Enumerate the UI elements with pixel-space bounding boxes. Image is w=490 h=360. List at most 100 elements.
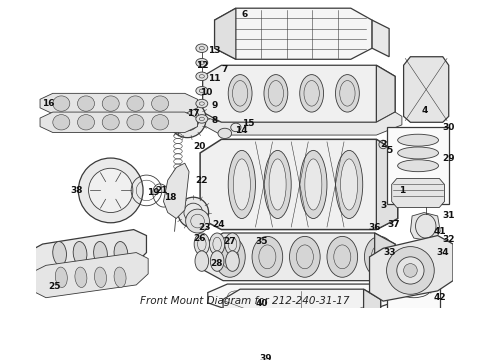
- Text: 13: 13: [208, 46, 221, 55]
- Text: 16: 16: [42, 99, 55, 108]
- Ellipse shape: [252, 237, 283, 277]
- Polygon shape: [411, 212, 440, 240]
- Text: 41: 41: [434, 227, 446, 236]
- Text: 22: 22: [196, 176, 208, 185]
- Polygon shape: [200, 139, 398, 230]
- Text: 30: 30: [442, 123, 455, 132]
- Ellipse shape: [398, 147, 439, 159]
- Bar: [388, 248, 440, 310]
- Ellipse shape: [102, 96, 119, 111]
- Text: 11: 11: [208, 73, 221, 82]
- Ellipse shape: [209, 233, 225, 255]
- Ellipse shape: [196, 114, 208, 123]
- Ellipse shape: [233, 159, 250, 210]
- Ellipse shape: [290, 237, 320, 277]
- Ellipse shape: [151, 96, 169, 111]
- Text: 19: 19: [147, 189, 160, 198]
- Text: 1: 1: [399, 186, 405, 195]
- Ellipse shape: [225, 233, 240, 255]
- Ellipse shape: [186, 209, 209, 233]
- Polygon shape: [40, 112, 197, 132]
- Text: 10: 10: [200, 88, 212, 97]
- Ellipse shape: [102, 114, 119, 130]
- Text: 21: 21: [155, 186, 168, 195]
- Polygon shape: [215, 8, 236, 59]
- Text: 33: 33: [383, 248, 395, 257]
- Text: 36: 36: [368, 222, 381, 231]
- Ellipse shape: [77, 96, 95, 111]
- Text: 15: 15: [243, 119, 255, 128]
- Ellipse shape: [387, 247, 434, 294]
- Polygon shape: [376, 139, 398, 230]
- Ellipse shape: [75, 267, 87, 287]
- Ellipse shape: [336, 75, 359, 112]
- Ellipse shape: [398, 134, 439, 146]
- Ellipse shape: [336, 150, 363, 219]
- Polygon shape: [392, 179, 444, 207]
- Ellipse shape: [215, 237, 245, 277]
- Ellipse shape: [365, 237, 395, 277]
- Polygon shape: [203, 65, 395, 122]
- Ellipse shape: [53, 242, 67, 265]
- Ellipse shape: [196, 86, 208, 95]
- Ellipse shape: [269, 159, 286, 210]
- Text: 17: 17: [187, 109, 199, 118]
- Ellipse shape: [94, 242, 107, 265]
- Text: 7: 7: [221, 65, 228, 74]
- Bar: [388, 127, 449, 204]
- Ellipse shape: [398, 160, 439, 172]
- Polygon shape: [376, 65, 395, 122]
- Polygon shape: [34, 253, 148, 298]
- Ellipse shape: [264, 150, 291, 219]
- Polygon shape: [215, 8, 372, 59]
- Ellipse shape: [218, 128, 232, 139]
- Polygon shape: [40, 93, 197, 114]
- Ellipse shape: [264, 75, 288, 112]
- Text: 3: 3: [380, 201, 386, 210]
- Ellipse shape: [89, 168, 133, 212]
- Text: 4: 4: [422, 106, 428, 115]
- Ellipse shape: [53, 96, 70, 111]
- Ellipse shape: [178, 197, 209, 228]
- Ellipse shape: [53, 114, 70, 130]
- Text: 5: 5: [386, 146, 392, 155]
- Ellipse shape: [300, 150, 327, 219]
- Ellipse shape: [151, 114, 169, 130]
- Text: 34: 34: [437, 248, 449, 257]
- Text: 12: 12: [196, 61, 208, 70]
- Ellipse shape: [195, 251, 209, 271]
- Text: 23: 23: [198, 222, 211, 231]
- Ellipse shape: [226, 251, 239, 271]
- Text: 37: 37: [387, 220, 400, 229]
- Ellipse shape: [210, 251, 224, 271]
- Text: 18: 18: [164, 193, 176, 202]
- Polygon shape: [164, 163, 189, 219]
- Ellipse shape: [305, 159, 322, 210]
- Text: 20: 20: [193, 141, 205, 150]
- Text: 40: 40: [255, 299, 268, 308]
- Text: 32: 32: [442, 235, 455, 244]
- Text: 8: 8: [212, 116, 218, 125]
- Ellipse shape: [397, 257, 424, 284]
- Text: 39: 39: [259, 355, 272, 360]
- Ellipse shape: [95, 267, 106, 287]
- Polygon shape: [375, 233, 395, 281]
- Polygon shape: [364, 289, 381, 360]
- Ellipse shape: [341, 159, 358, 210]
- Ellipse shape: [169, 100, 206, 138]
- Text: 6: 6: [241, 10, 247, 19]
- Text: 2: 2: [380, 140, 386, 149]
- Ellipse shape: [73, 242, 87, 265]
- Polygon shape: [369, 235, 453, 301]
- Ellipse shape: [228, 150, 255, 219]
- Ellipse shape: [300, 75, 323, 112]
- Ellipse shape: [77, 114, 95, 130]
- Ellipse shape: [196, 99, 208, 108]
- Text: 25: 25: [48, 282, 61, 291]
- Text: 24: 24: [213, 220, 225, 229]
- Polygon shape: [372, 20, 389, 57]
- Polygon shape: [203, 233, 395, 281]
- Text: 27: 27: [223, 237, 236, 246]
- Ellipse shape: [404, 264, 417, 277]
- Text: 42: 42: [434, 293, 446, 302]
